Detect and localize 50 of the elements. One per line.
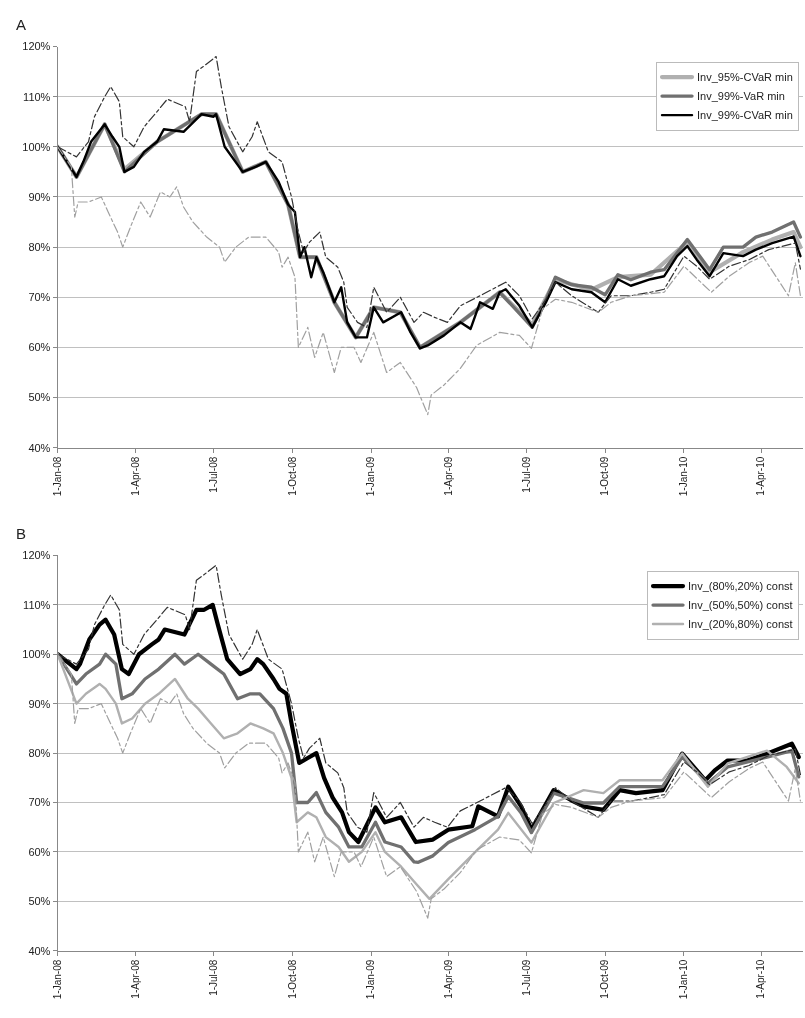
legend-label: Inv_99%-CVaR min <box>697 109 793 122</box>
line-series <box>57 55 802 328</box>
y-tick-label: 70% <box>28 291 51 304</box>
x-tick-label: 1-Apr-10 <box>755 959 767 999</box>
y-tick-label: 120% <box>22 40 51 53</box>
y-tick-label: 60% <box>28 845 51 858</box>
y-tick-label: 90% <box>28 190 51 203</box>
x-tick-label: 1-Oct-09 <box>599 959 611 999</box>
line-series <box>57 146 802 416</box>
x-tick-label: 1-Apr-08 <box>129 959 141 999</box>
x-tick-label: 1-Jul-09 <box>520 959 532 996</box>
y-tick-label: 100% <box>22 140 51 153</box>
x-tick-label: 1-Oct-09 <box>599 456 611 496</box>
x-tick-label: 1-Jan-08 <box>51 959 63 1000</box>
legend-label: Inv_(20%,80%) const <box>688 618 793 631</box>
legend-label: Inv_(50%,50%) const <box>688 599 793 612</box>
x-tick-label: 1-Jul-08 <box>207 456 219 493</box>
chart-title: A <box>16 16 27 33</box>
y-tick-label: 110% <box>23 90 51 103</box>
x-tick-label: 1-Apr-10 <box>755 456 767 496</box>
y-tick-label: 70% <box>28 796 51 809</box>
y-tick-label: 60% <box>28 341 51 354</box>
x-tick-label: 1-Apr-09 <box>442 456 454 496</box>
x-tick-label: 1-Oct-08 <box>286 959 298 999</box>
x-tick-label: 1-Apr-09 <box>442 959 454 999</box>
x-tick-label: 1-Apr-08 <box>129 456 141 496</box>
y-tick-label: 90% <box>28 697 51 710</box>
x-tick-label: 1-Jan-09 <box>365 959 377 1000</box>
y-tick-label: 40% <box>28 944 51 957</box>
chart-title: B <box>16 525 27 542</box>
x-tick-label: 1-Jan-10 <box>678 959 690 1000</box>
x-tick-label: 1-Jan-08 <box>51 456 63 497</box>
y-tick-label: 40% <box>28 441 51 454</box>
legend-label: Inv_99%-VaR min <box>697 90 785 103</box>
y-tick-label: 110% <box>23 598 51 611</box>
x-tick-label: 1-Oct-08 <box>286 456 298 496</box>
y-tick-label: 50% <box>28 895 51 908</box>
y-tick-label: 100% <box>22 648 51 661</box>
x-tick-label: 1-Jan-10 <box>678 456 690 497</box>
y-tick-label: 50% <box>28 391 51 404</box>
x-tick-label: 1-Jul-09 <box>520 456 532 493</box>
y-tick-label: 120% <box>22 549 51 562</box>
x-tick-label: 1-Jul-08 <box>207 959 219 996</box>
legend-label: Inv_(80%,20%) const <box>688 580 793 593</box>
y-tick-label: 80% <box>28 240 51 253</box>
x-tick-label: 1-Jan-09 <box>365 456 377 497</box>
line-series <box>57 652 801 864</box>
line-series <box>57 564 802 833</box>
legend-label: Inv_95%-CVaR min <box>697 71 793 84</box>
y-tick-label: 80% <box>28 746 51 759</box>
